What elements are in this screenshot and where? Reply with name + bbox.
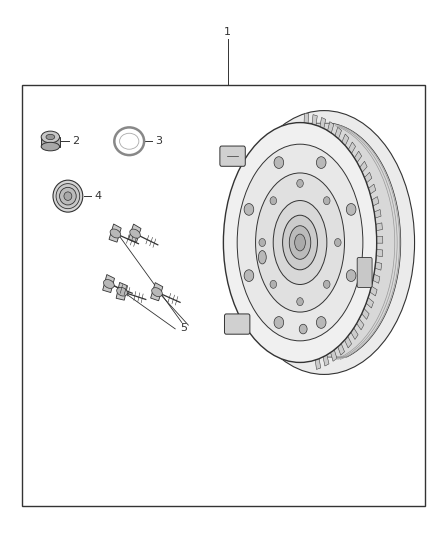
Polygon shape xyxy=(109,224,121,242)
FancyBboxPatch shape xyxy=(220,146,245,166)
Polygon shape xyxy=(376,249,383,257)
Bar xyxy=(22,85,425,506)
Text: 2: 2 xyxy=(72,136,79,146)
Ellipse shape xyxy=(299,324,307,334)
Polygon shape xyxy=(370,286,377,296)
Polygon shape xyxy=(377,236,383,243)
Ellipse shape xyxy=(237,144,363,341)
Ellipse shape xyxy=(64,192,72,200)
FancyBboxPatch shape xyxy=(225,314,250,334)
Ellipse shape xyxy=(56,183,80,209)
Polygon shape xyxy=(116,282,127,300)
Polygon shape xyxy=(328,122,334,133)
Ellipse shape xyxy=(346,204,356,215)
Ellipse shape xyxy=(60,187,76,205)
Ellipse shape xyxy=(41,142,60,151)
Polygon shape xyxy=(315,359,321,369)
Polygon shape xyxy=(364,172,372,183)
Ellipse shape xyxy=(297,180,304,188)
Ellipse shape xyxy=(335,239,341,247)
Polygon shape xyxy=(102,274,114,293)
Ellipse shape xyxy=(256,173,345,312)
Ellipse shape xyxy=(316,317,326,328)
Polygon shape xyxy=(345,336,352,348)
Polygon shape xyxy=(368,184,376,194)
Polygon shape xyxy=(366,297,374,308)
Ellipse shape xyxy=(273,200,327,285)
Ellipse shape xyxy=(46,134,55,140)
Ellipse shape xyxy=(117,287,127,296)
Polygon shape xyxy=(41,137,60,147)
Ellipse shape xyxy=(258,251,266,264)
Polygon shape xyxy=(374,209,381,218)
Ellipse shape xyxy=(274,157,284,168)
Polygon shape xyxy=(372,197,379,206)
Polygon shape xyxy=(360,161,367,172)
Ellipse shape xyxy=(259,239,265,247)
Ellipse shape xyxy=(130,229,140,238)
Polygon shape xyxy=(357,319,364,330)
Ellipse shape xyxy=(316,157,326,168)
Ellipse shape xyxy=(270,197,276,205)
Polygon shape xyxy=(335,127,342,139)
Text: 4: 4 xyxy=(94,191,101,201)
Polygon shape xyxy=(348,142,356,154)
Polygon shape xyxy=(307,123,401,357)
Ellipse shape xyxy=(324,197,330,205)
Polygon shape xyxy=(151,282,163,301)
Polygon shape xyxy=(373,274,380,283)
Ellipse shape xyxy=(234,110,415,374)
Ellipse shape xyxy=(274,317,284,328)
Ellipse shape xyxy=(346,270,356,281)
Polygon shape xyxy=(362,309,369,319)
Polygon shape xyxy=(375,262,382,270)
Ellipse shape xyxy=(270,280,276,288)
Ellipse shape xyxy=(295,234,305,251)
Polygon shape xyxy=(331,350,337,361)
Ellipse shape xyxy=(110,229,121,238)
Ellipse shape xyxy=(283,215,318,270)
Polygon shape xyxy=(354,151,362,163)
Polygon shape xyxy=(351,328,358,340)
Ellipse shape xyxy=(244,204,254,215)
Polygon shape xyxy=(312,115,317,125)
Text: 3: 3 xyxy=(155,136,162,146)
Ellipse shape xyxy=(103,279,114,288)
Ellipse shape xyxy=(297,297,304,305)
Polygon shape xyxy=(320,117,326,128)
Ellipse shape xyxy=(223,123,377,362)
Polygon shape xyxy=(304,113,309,123)
Polygon shape xyxy=(376,223,382,231)
FancyBboxPatch shape xyxy=(357,257,372,287)
Text: 1: 1 xyxy=(224,27,231,37)
Ellipse shape xyxy=(324,280,330,288)
Ellipse shape xyxy=(41,131,60,143)
Polygon shape xyxy=(338,344,345,355)
Text: 5: 5 xyxy=(180,323,187,333)
Ellipse shape xyxy=(152,288,162,296)
Ellipse shape xyxy=(290,226,311,259)
Polygon shape xyxy=(342,134,349,146)
Ellipse shape xyxy=(244,270,254,281)
Polygon shape xyxy=(128,224,141,243)
Polygon shape xyxy=(323,355,329,366)
Ellipse shape xyxy=(53,180,83,212)
